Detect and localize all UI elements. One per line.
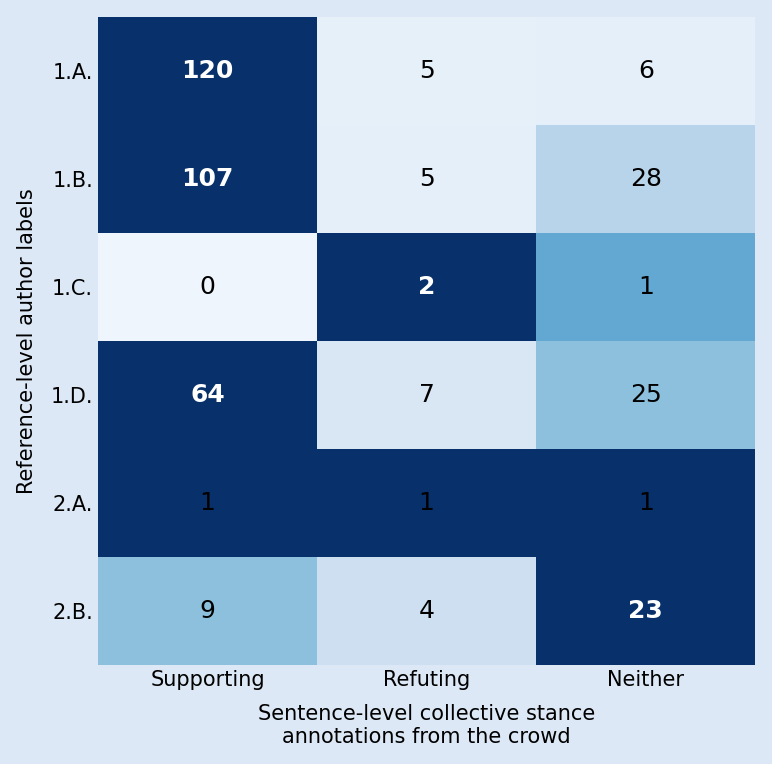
X-axis label: Sentence-level collective stance
annotations from the crowd: Sentence-level collective stance annotat… — [258, 704, 595, 747]
Bar — [98, 341, 317, 449]
Bar — [537, 557, 755, 665]
Bar — [98, 557, 317, 665]
Text: 28: 28 — [630, 167, 662, 191]
Bar — [317, 557, 537, 665]
Bar — [537, 125, 755, 233]
Text: 1: 1 — [638, 275, 654, 299]
Text: 0: 0 — [199, 275, 215, 299]
Text: 25: 25 — [630, 383, 662, 407]
Bar — [537, 341, 755, 449]
Text: 107: 107 — [181, 167, 234, 191]
Bar — [317, 17, 537, 125]
Text: 5: 5 — [418, 59, 435, 83]
Text: 4: 4 — [418, 599, 435, 623]
Text: 23: 23 — [628, 599, 663, 623]
Text: 1: 1 — [199, 491, 215, 515]
Text: 7: 7 — [418, 383, 435, 407]
Bar — [317, 233, 537, 341]
Text: 64: 64 — [190, 383, 225, 407]
Bar — [317, 449, 537, 557]
Text: 120: 120 — [181, 59, 234, 83]
Text: 1: 1 — [638, 491, 654, 515]
Bar — [98, 233, 317, 341]
Bar — [317, 125, 537, 233]
Text: 9: 9 — [199, 599, 215, 623]
Text: 1: 1 — [418, 491, 435, 515]
Bar — [537, 233, 755, 341]
Bar — [98, 125, 317, 233]
Text: 6: 6 — [638, 59, 654, 83]
Bar — [98, 17, 317, 125]
Bar — [98, 449, 317, 557]
Y-axis label: Reference-level author labels: Reference-level author labels — [17, 188, 36, 494]
Bar — [537, 449, 755, 557]
Bar — [537, 17, 755, 125]
Bar — [317, 341, 537, 449]
Text: 5: 5 — [418, 167, 435, 191]
Text: 2: 2 — [418, 275, 435, 299]
